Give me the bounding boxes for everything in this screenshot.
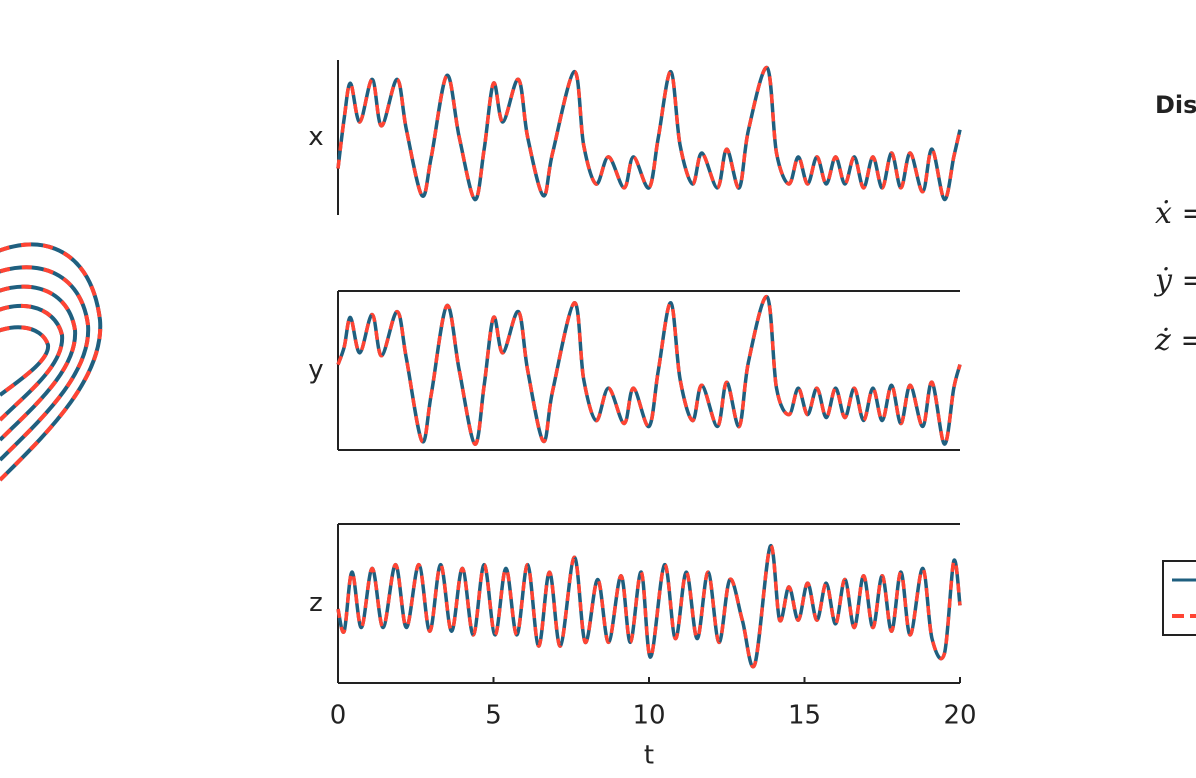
equation: ẏ = xyxy=(1153,263,1196,298)
series-line xyxy=(336,295,962,446)
x-tick-label: 5 xyxy=(485,701,502,731)
series-line xyxy=(336,65,962,202)
x-axis-label: t xyxy=(644,741,654,771)
y-axis-label: x xyxy=(308,122,323,152)
series-line xyxy=(336,65,962,202)
series-line xyxy=(336,295,962,446)
series-line xyxy=(336,544,962,669)
x-tick-label: 10 xyxy=(632,701,665,731)
legend xyxy=(1162,560,1196,636)
attractor-fragment xyxy=(0,242,103,482)
x-tick-label: 15 xyxy=(788,701,821,731)
equation: ż = xyxy=(1154,323,1196,358)
x-tick-label: 20 xyxy=(943,701,976,731)
x-tick-label: 0 xyxy=(330,701,347,731)
y-axis-label: y xyxy=(308,355,323,385)
side-title: Dis xyxy=(1155,91,1196,119)
equation: ẋ = xyxy=(1155,196,1196,231)
y-axis-label: z xyxy=(309,588,323,618)
